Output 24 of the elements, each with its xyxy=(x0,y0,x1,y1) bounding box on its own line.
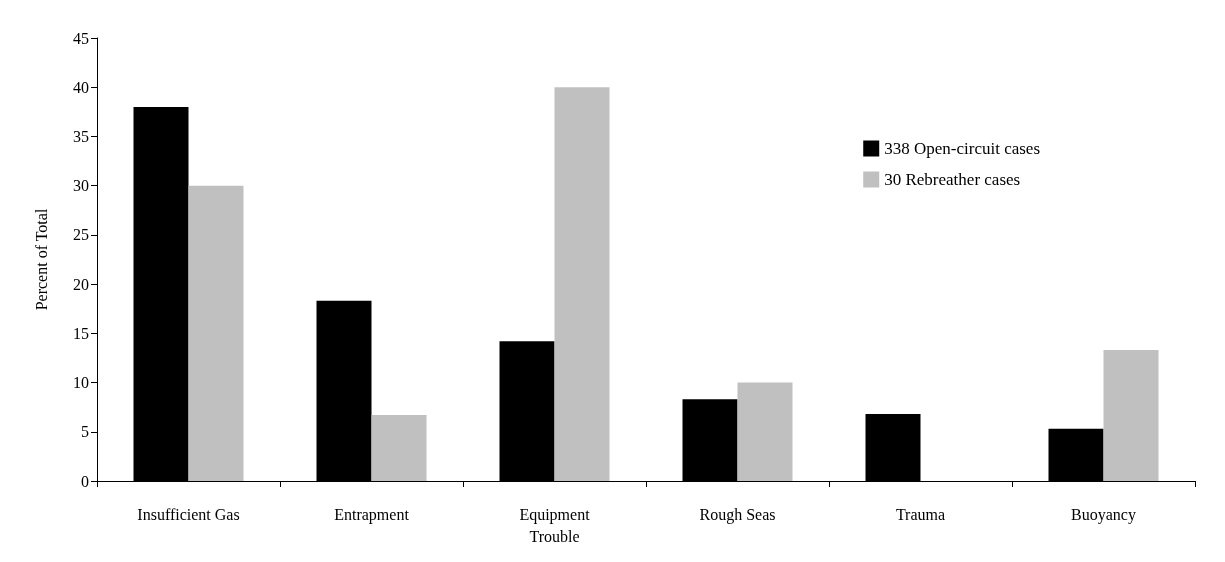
y-tick-label: 25 xyxy=(73,226,89,244)
bar xyxy=(554,87,610,481)
legend-label: 30 Rebreather cases xyxy=(884,170,1021,189)
bar xyxy=(371,415,427,481)
y-tick-label: 20 xyxy=(73,275,89,293)
bar xyxy=(1103,350,1159,481)
x-tick-label: Equipment Trouble xyxy=(519,505,591,545)
y-tick-label: 15 xyxy=(73,324,89,342)
y-tick-label: 40 xyxy=(73,78,89,96)
y-axis-title: Percent of Total xyxy=(32,208,50,311)
x-tick-label: Buoyancy xyxy=(1071,505,1136,524)
y-tick-label: 30 xyxy=(73,177,89,195)
y-tick-label: 45 xyxy=(73,29,89,47)
x-tick-label: Rough Seas xyxy=(699,505,776,524)
y-tick-label: 35 xyxy=(73,127,89,145)
bar xyxy=(188,185,244,481)
x-tick-label: Insufficient Gas xyxy=(137,505,240,523)
x-tick-label: Entrapment xyxy=(334,505,410,524)
y-tick-label: 10 xyxy=(73,374,89,392)
legend-label: 338 Open-circuit cases xyxy=(884,139,1041,158)
y-tick-label: 0 xyxy=(81,472,89,490)
y-tick-label: 5 xyxy=(81,423,89,441)
x-tick-label: Trauma xyxy=(895,505,946,523)
bar xyxy=(737,382,793,481)
